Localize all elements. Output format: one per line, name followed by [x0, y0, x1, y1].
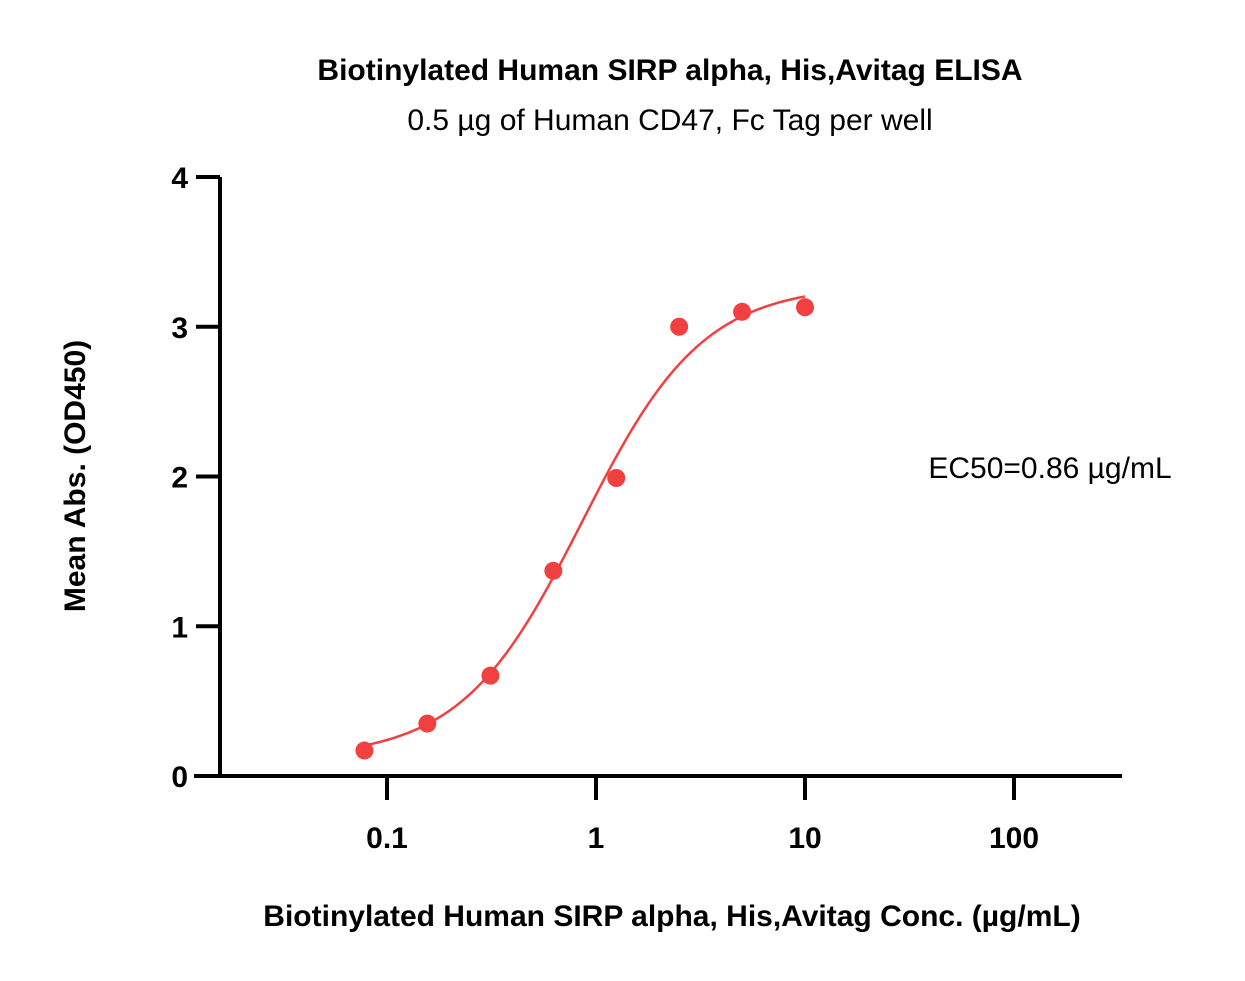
x-tick-label: 10	[788, 822, 821, 855]
data-point	[670, 317, 689, 336]
y-tick-label: 0	[171, 761, 188, 794]
y-tick-label: 2	[171, 462, 188, 495]
x-tick-label: 0.1	[366, 822, 408, 855]
x-axis-label: Biotinylated Human SIRP alpha, His,Avita…	[263, 900, 1080, 933]
data-point	[418, 714, 437, 733]
fit-curve	[364, 295, 806, 747]
y-axis-label: Mean Abs. (OD450)	[59, 340, 92, 612]
data-point	[796, 298, 814, 317]
x-tick-label: 1	[588, 822, 605, 855]
ec50-annotation: EC50=0.86 µg/mL	[928, 452, 1171, 485]
y-tick-label: 3	[171, 312, 188, 345]
data-point	[481, 666, 500, 685]
fit-curve-group	[364, 295, 806, 747]
y-tick-label: 1	[171, 611, 188, 644]
data-point	[544, 561, 563, 580]
data-point	[355, 741, 374, 760]
data-points	[355, 298, 814, 760]
chart-subtitle: 0.5 µg of Human CD47, Fc Tag per well	[407, 104, 932, 137]
y-tick-label: 4	[171, 162, 188, 195]
chart-title: Biotinylated Human SIRP alpha, His,Avita…	[317, 54, 1022, 87]
x-tick-label: 100	[989, 822, 1039, 855]
y-axis: 0 1 2 3 4	[171, 162, 222, 794]
data-point	[607, 469, 626, 487]
data-point	[733, 302, 752, 321]
x-axis: 0.1 1 10 100	[194, 774, 1122, 855]
